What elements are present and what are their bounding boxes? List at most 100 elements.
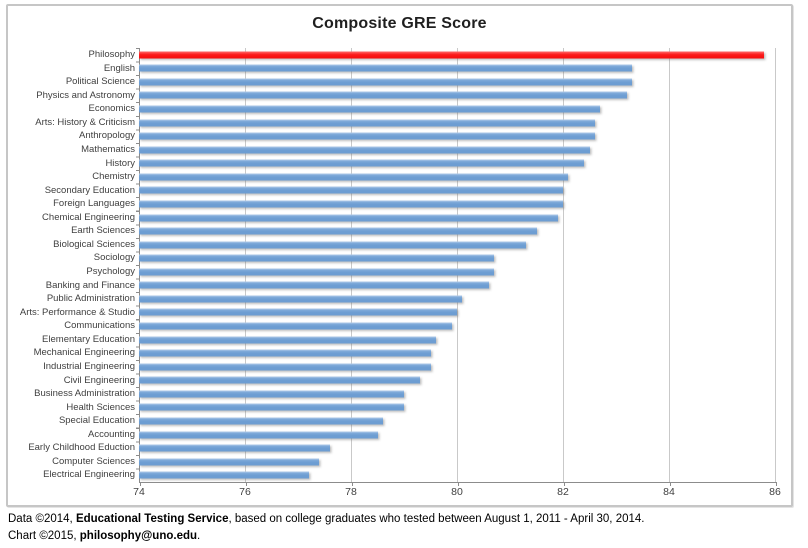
bar-foreign-languages: [139, 200, 563, 208]
bar-mechanical-engineering: [139, 349, 431, 357]
gridline-82: [562, 48, 564, 482]
gridline-78: [350, 48, 352, 482]
bar-anthropology: [139, 132, 595, 140]
bar-track: [139, 265, 775, 279]
category-label: Early Childhood Eduction: [28, 442, 135, 454]
category-label: Electrical Engineering: [43, 469, 135, 481]
footer-emphasis: philosophy@uno.edu: [79, 529, 198, 542]
category-label: Industrial Engineering: [43, 360, 135, 372]
bar-chemical-engineering: [139, 214, 558, 222]
category-label: Business Administration: [34, 388, 135, 400]
bar-track: [139, 116, 775, 130]
category-label: Arts: History & Criticism: [35, 116, 135, 128]
bar-track: [139, 89, 775, 103]
chart-row: Biological Sciences: [18, 238, 775, 252]
bar-track: [139, 48, 775, 62]
bar-public-administration: [139, 295, 463, 303]
x-tick-mark-82: [564, 482, 565, 486]
x-tick-label-76: 76: [239, 486, 251, 498]
chart-row: Mathematics: [18, 143, 775, 157]
chart-row: Psychology: [18, 265, 775, 279]
bar-accounting: [139, 431, 378, 439]
bar-track: [139, 468, 775, 482]
chart-row: Sociology: [18, 251, 775, 265]
x-tick-label-80: 80: [451, 486, 463, 498]
bar-sociology: [139, 254, 495, 262]
bar-track: [139, 102, 775, 116]
bar-track: [139, 129, 775, 143]
bar-industrial-engineering: [139, 363, 431, 371]
category-label: Arts: Performance & Studio: [19, 306, 135, 318]
chart-row: Economics: [18, 102, 775, 116]
chart-row: Earth Sciences: [18, 224, 775, 238]
footer-line-1: Data ©2014, Educational Testing Service,…: [8, 511, 798, 528]
bar-banking-and-finance: [139, 281, 489, 289]
x-tick-mark-86: [776, 482, 777, 486]
chart-row: Secondary Education: [18, 184, 775, 198]
category-label: Earth Sciences: [71, 225, 135, 237]
bar-philosophy: [139, 51, 765, 59]
bar-psychology: [139, 268, 495, 276]
gridline-84: [669, 48, 670, 482]
gridline-76: [244, 48, 246, 482]
chart-row: Accounting: [18, 428, 775, 442]
x-tick-label-82: 82: [557, 486, 569, 498]
footer-text: Data ©2014,: [8, 513, 76, 525]
bar-communications: [139, 322, 452, 330]
category-label: Public Administration: [46, 293, 135, 305]
bar-track: [139, 197, 775, 211]
chart-row: Health Sciences: [18, 401, 775, 415]
bar-track: [139, 251, 775, 265]
category-label: Foreign Languages: [53, 198, 135, 210]
bar-track: [139, 306, 775, 320]
footer-text: .: [197, 529, 201, 542]
chart-row: Mechanical Engineering: [18, 346, 775, 360]
chart-row: Early Childhood Eduction: [18, 441, 775, 455]
bar-track: [139, 75, 775, 89]
category-label: Elementary Education: [42, 333, 135, 345]
category-label: Anthropology: [79, 130, 135, 142]
bar-track: [139, 387, 775, 401]
x-tick-label-74: 74: [133, 486, 145, 498]
category-label: History: [105, 157, 135, 169]
chart-row: Electrical Engineering: [18, 468, 775, 482]
x-axis-labels: 74 76 78 80 82 84 86: [18, 486, 781, 501]
bar-english: [139, 64, 632, 72]
bar-secondary-education: [139, 186, 563, 194]
bar-rows: Philosophy English Political Science Physic…: [18, 48, 775, 482]
bar-track: [139, 360, 775, 374]
bar-electrical-engineering: [139, 471, 309, 479]
plot-area: [139, 48, 777, 486]
bar-track: [139, 455, 775, 469]
bar-economics: [139, 105, 601, 113]
bar-track: [139, 401, 775, 415]
bar-track: [139, 428, 775, 442]
chart-row: Anthropology: [18, 129, 775, 143]
category-label: Special Education: [58, 415, 135, 427]
chart-row: Civil Engineering: [18, 374, 775, 388]
bar-health-sciences: [139, 403, 404, 411]
category-label: Political Science: [65, 76, 135, 88]
x-tick-mark-84: [670, 482, 671, 486]
chart-row: Physics and Astronomy: [18, 89, 775, 103]
chart-row: Chemical Engineering: [18, 211, 775, 225]
bar-arts-performance-studio: [139, 308, 457, 316]
bar-track: [139, 414, 775, 428]
footer-line-2: Chart ©2015, philosophy@uno.edu.: [8, 528, 798, 545]
chart-row: Elementary Education: [18, 333, 775, 347]
bar-track: [139, 211, 775, 225]
chart-footer: Data ©2014, Educational Testing Service,…: [8, 511, 798, 544]
category-label: Secondary Education: [44, 184, 135, 196]
chart-row: Foreign Languages: [18, 197, 775, 211]
bar-track: [139, 346, 775, 360]
category-label: Sociology: [93, 252, 135, 264]
chart-row: Computer Sciences: [18, 455, 775, 469]
chart-row: Special Education: [18, 414, 775, 428]
category-label: Civil Engineering: [63, 374, 135, 386]
bar-track: [139, 441, 775, 455]
x-tick-mark-74: [140, 482, 141, 486]
category-label: Communications: [64, 320, 135, 332]
chart-row: Philosophy: [18, 48, 775, 62]
category-label: Health Sciences: [66, 401, 135, 413]
category-label: Banking and Finance: [45, 279, 135, 291]
